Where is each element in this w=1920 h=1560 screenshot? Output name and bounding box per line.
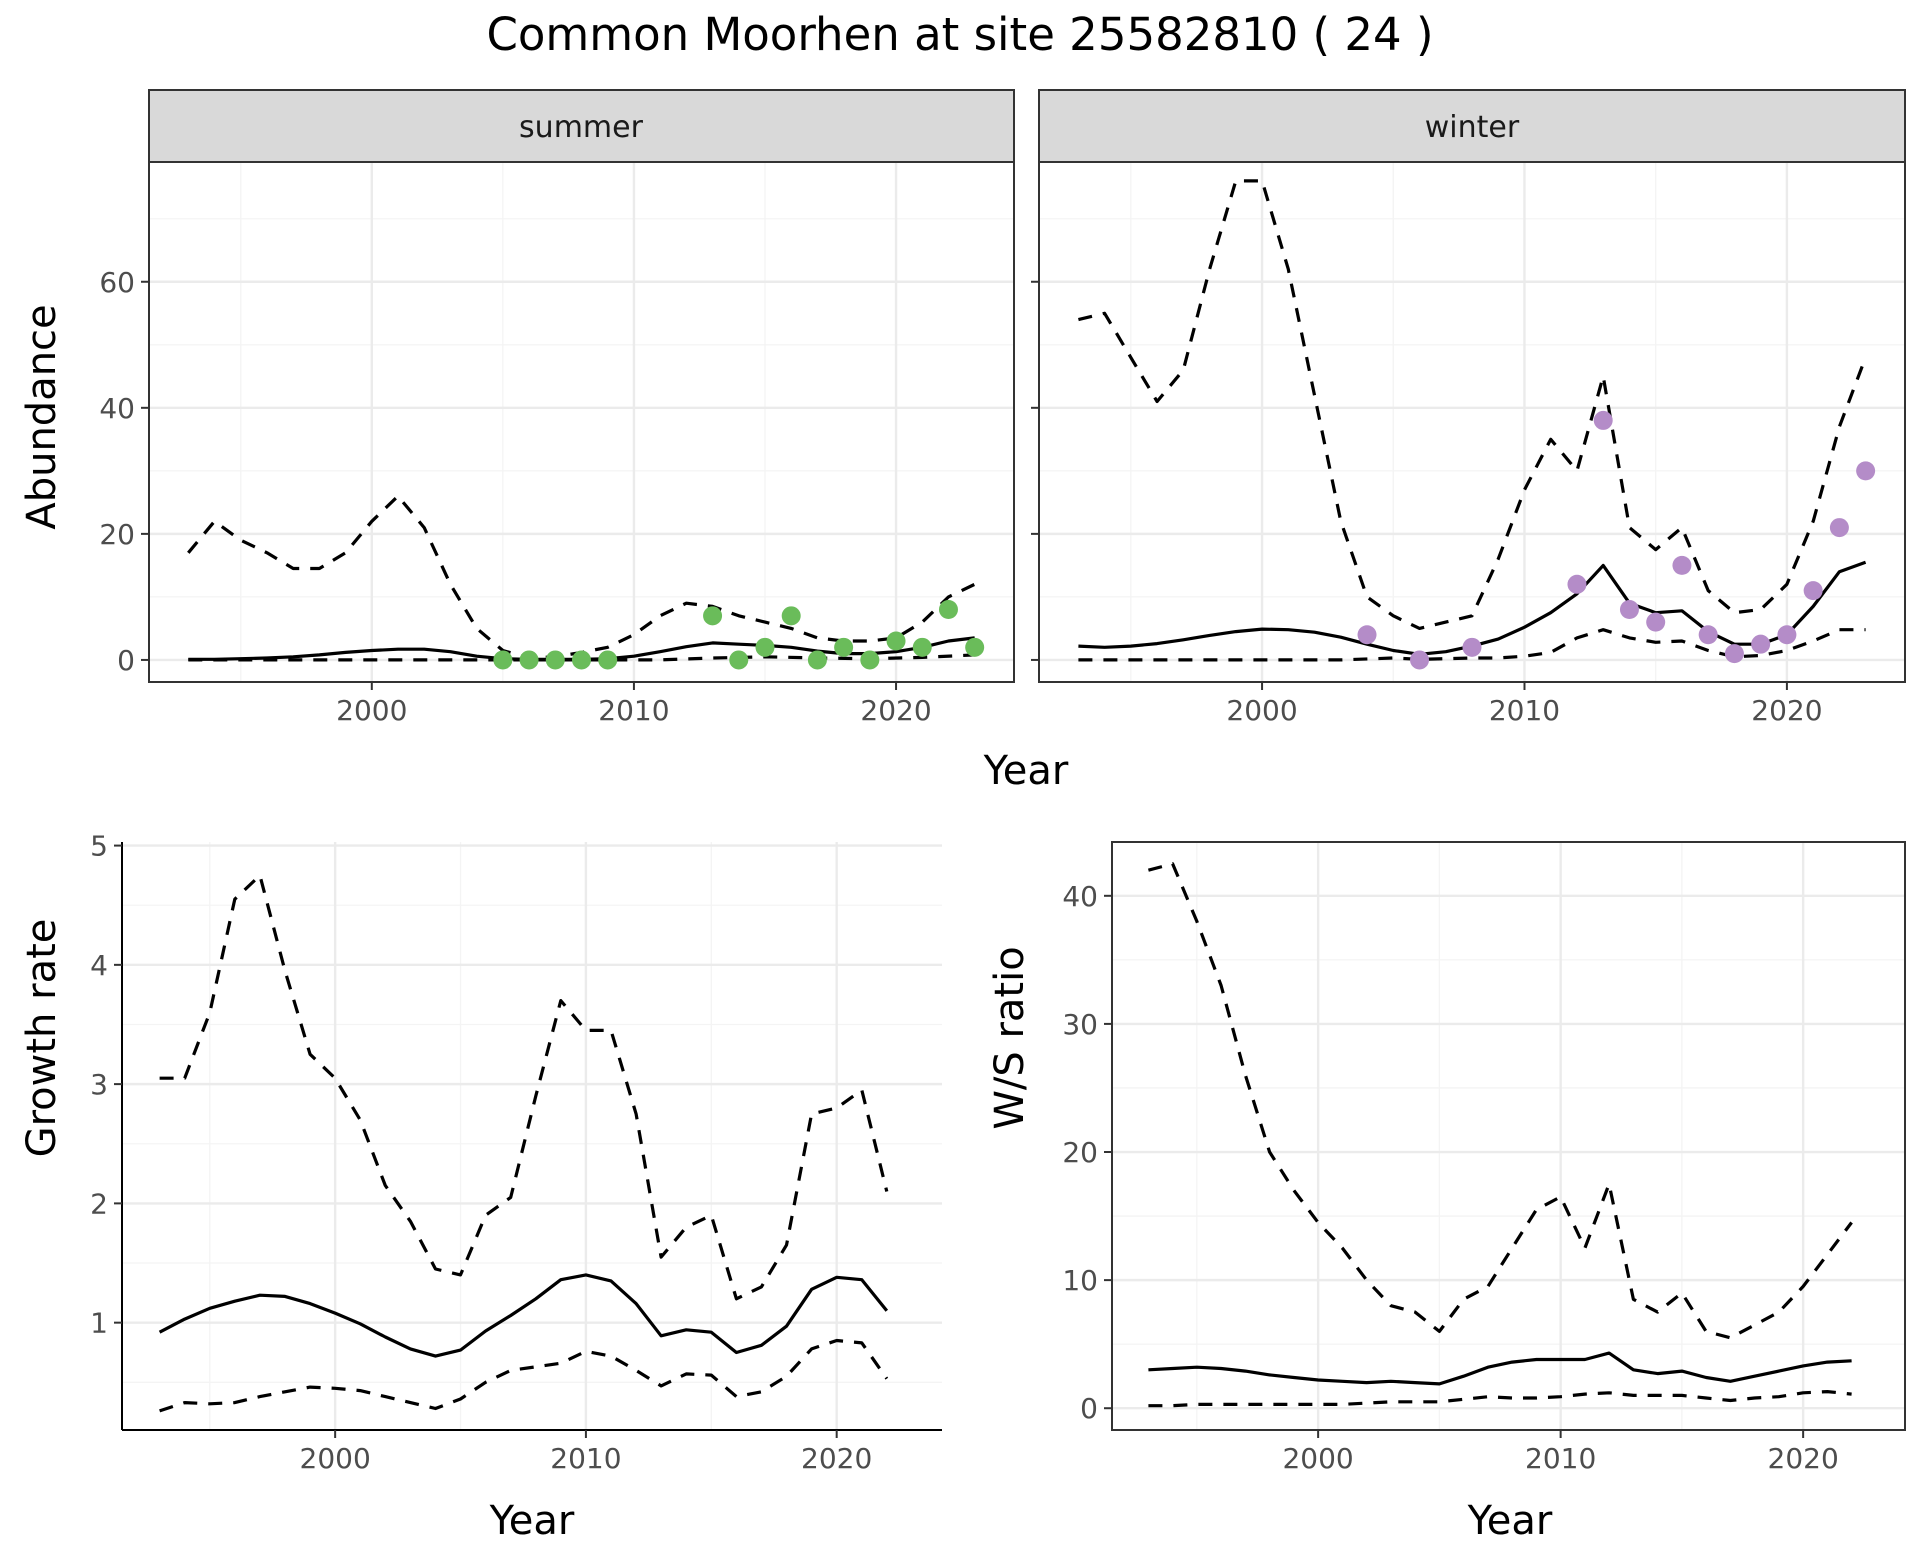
data-point — [1751, 634, 1771, 654]
data-point — [493, 650, 513, 670]
x-tick-label: 2010 — [598, 694, 669, 727]
panel-background — [1039, 162, 1905, 682]
panel-border — [1038, 161, 1906, 683]
x-tick-label: 2020 — [1751, 694, 1822, 727]
series-line-bound — [159, 1338, 889, 1413]
data-point — [1567, 574, 1587, 594]
panel-border — [148, 161, 1015, 683]
data-point — [703, 606, 723, 626]
y-tick-label: 1 — [90, 1307, 108, 1340]
data-point — [938, 600, 958, 620]
data-point — [729, 650, 749, 670]
y-tick-label: 5 — [90, 830, 108, 863]
data-point — [1803, 581, 1823, 601]
y-tick-label: 20 — [1062, 1136, 1098, 1169]
y-axis-title-ws: W/S ratio — [987, 946, 1033, 1129]
data-point — [1410, 650, 1430, 670]
x-tick-label: 2020 — [801, 1442, 872, 1475]
data-point — [860, 650, 880, 670]
data-point — [1357, 625, 1377, 645]
data-point — [807, 650, 827, 670]
data-point — [781, 606, 801, 626]
panel-background — [149, 162, 1014, 682]
x-tick-label: 2010 — [1525, 1442, 1596, 1475]
y-axis-title-growth: Growth rate — [19, 919, 65, 1158]
y-tick-label: 40 — [1062, 880, 1098, 913]
y-tick-label: 40 — [99, 392, 135, 425]
y-tick-label: 3 — [90, 1068, 108, 1101]
y-tick-label: 20 — [99, 518, 135, 551]
panel-border — [1111, 841, 1906, 1431]
x-tick-label: 2010 — [550, 1442, 621, 1475]
data-point — [1777, 625, 1797, 645]
x-tick-label: 2000 — [336, 694, 407, 727]
y-tick-label: 0 — [117, 644, 135, 677]
data-point — [1698, 625, 1718, 645]
data-point — [1619, 600, 1639, 620]
series-line-mean — [1148, 1351, 1852, 1386]
figure-title: Common Moorhen at site 25582810 ( 24 ) — [486, 8, 1433, 61]
x-tick-label: 2020 — [1768, 1442, 1839, 1475]
data-point — [965, 637, 985, 657]
data-point — [1829, 518, 1849, 538]
y-tick-label: 2 — [90, 1187, 108, 1220]
y-tick-label: 10 — [1062, 1264, 1098, 1297]
x-axis-title-top: Year — [983, 748, 1069, 794]
series-line-bound — [1078, 179, 1868, 630]
x-axis-title-ws: Year — [1467, 1498, 1553, 1544]
panel-background — [122, 842, 942, 1430]
panel-growth-rate: 2000 2010 2020 1 2 3 4 5 — [90, 830, 942, 1475]
strip-label-winter: winter — [1425, 110, 1520, 145]
x-tick-label: 2010 — [1489, 694, 1560, 727]
panel-summer: 2000 2010 2020 0 20 40 60 — [99, 161, 1015, 727]
x-tick-label: 2000 — [1282, 1442, 1353, 1475]
x-tick-label: 2000 — [300, 1442, 371, 1475]
series-line-bound — [188, 653, 975, 662]
series-line-mean — [158, 1273, 889, 1358]
y-axis-title-abundance: Abundance — [19, 304, 65, 529]
data-point — [755, 637, 775, 657]
x-axis-title-growth: Year — [489, 1498, 575, 1544]
panel-background — [1112, 842, 1905, 1430]
strip-label-summer: summer — [519, 110, 644, 145]
series-line-bound — [1148, 1390, 1852, 1408]
x-tick-label: 2000 — [1226, 694, 1297, 727]
data-point — [1646, 612, 1666, 632]
data-point — [519, 650, 539, 670]
y-tick-label: 60 — [99, 266, 135, 299]
panel-ws-ratio: 2000 2010 2020 0 10 20 30 40 — [1062, 841, 1906, 1475]
data-point — [598, 650, 618, 670]
strip-winter — [1038, 89, 1906, 163]
series-line-bound — [159, 873, 889, 1301]
y-tick-label: 0 — [1080, 1392, 1098, 1425]
data-point — [1856, 461, 1876, 481]
series-line-bound — [1078, 628, 1866, 662]
data-point — [572, 650, 591, 670]
data-point — [912, 637, 932, 657]
data-point — [886, 631, 906, 651]
data-point — [1724, 644, 1744, 664]
y-tick-label: 4 — [90, 949, 108, 982]
data-point — [1593, 410, 1613, 430]
data-point — [545, 650, 565, 670]
y-tick-label: 30 — [1062, 1008, 1098, 1041]
data-point — [834, 637, 854, 657]
data-point — [1672, 555, 1692, 575]
strip-summer — [148, 89, 1015, 163]
x-tick-label: 2020 — [860, 694, 931, 727]
data-point — [1462, 637, 1482, 657]
panel-winter: 2000 2010 2020 — [1031, 161, 1906, 727]
